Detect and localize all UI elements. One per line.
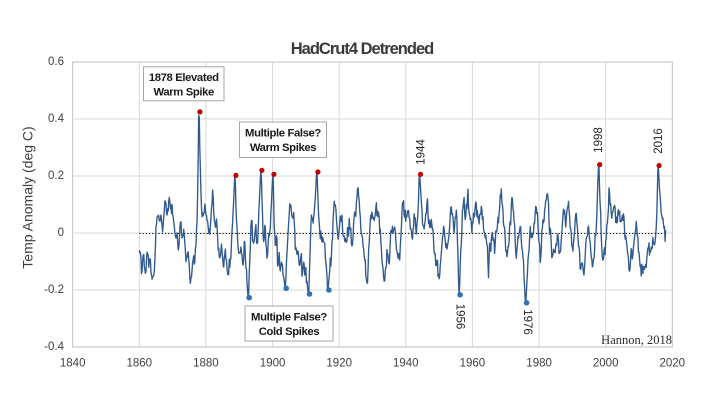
svg-text:2000: 2000 xyxy=(593,358,619,370)
svg-text:1960: 1960 xyxy=(460,358,486,370)
svg-text:1860: 1860 xyxy=(127,358,153,370)
svg-text:Temp Anomaly (deg C): Temp Anomaly (deg C) xyxy=(20,126,36,268)
svg-text:Cold Spikes: Cold Spikes xyxy=(259,326,320,338)
svg-text:2020: 2020 xyxy=(660,358,686,370)
svg-text:1840: 1840 xyxy=(60,358,86,370)
svg-text:2016: 2016 xyxy=(653,128,665,154)
svg-text:0.2: 0.2 xyxy=(48,170,64,182)
svg-text:1900: 1900 xyxy=(260,358,286,370)
svg-text:1944: 1944 xyxy=(416,139,428,165)
svg-text:Multiple False?: Multiple False? xyxy=(251,311,327,323)
svg-text:Multiple False?: Multiple False? xyxy=(245,127,321,139)
svg-text:Hannon, 2018: Hannon, 2018 xyxy=(601,333,672,347)
svg-text:1920: 1920 xyxy=(326,358,352,370)
svg-text:1998: 1998 xyxy=(593,127,605,153)
svg-text:Warm Spikes: Warm Spikes xyxy=(250,142,316,154)
svg-text:1880: 1880 xyxy=(193,358,219,370)
svg-text:HadCrut4 Detrended: HadCrut4 Detrended xyxy=(291,40,433,58)
svg-text:1976: 1976 xyxy=(521,309,533,335)
svg-text:1878 Elevated: 1878 Elevated xyxy=(149,72,219,84)
svg-text:0: 0 xyxy=(58,227,64,239)
svg-text:1980: 1980 xyxy=(526,358,552,370)
svg-text:1956: 1956 xyxy=(454,304,466,330)
svg-text:-0.2: -0.2 xyxy=(44,284,64,296)
svg-text:0.4: 0.4 xyxy=(48,113,65,125)
svg-text:1940: 1940 xyxy=(393,358,419,370)
svg-text:0.6: 0.6 xyxy=(48,56,64,68)
svg-text:Warm Spike: Warm Spike xyxy=(154,87,215,99)
svg-text:-0.4: -0.4 xyxy=(44,341,64,353)
